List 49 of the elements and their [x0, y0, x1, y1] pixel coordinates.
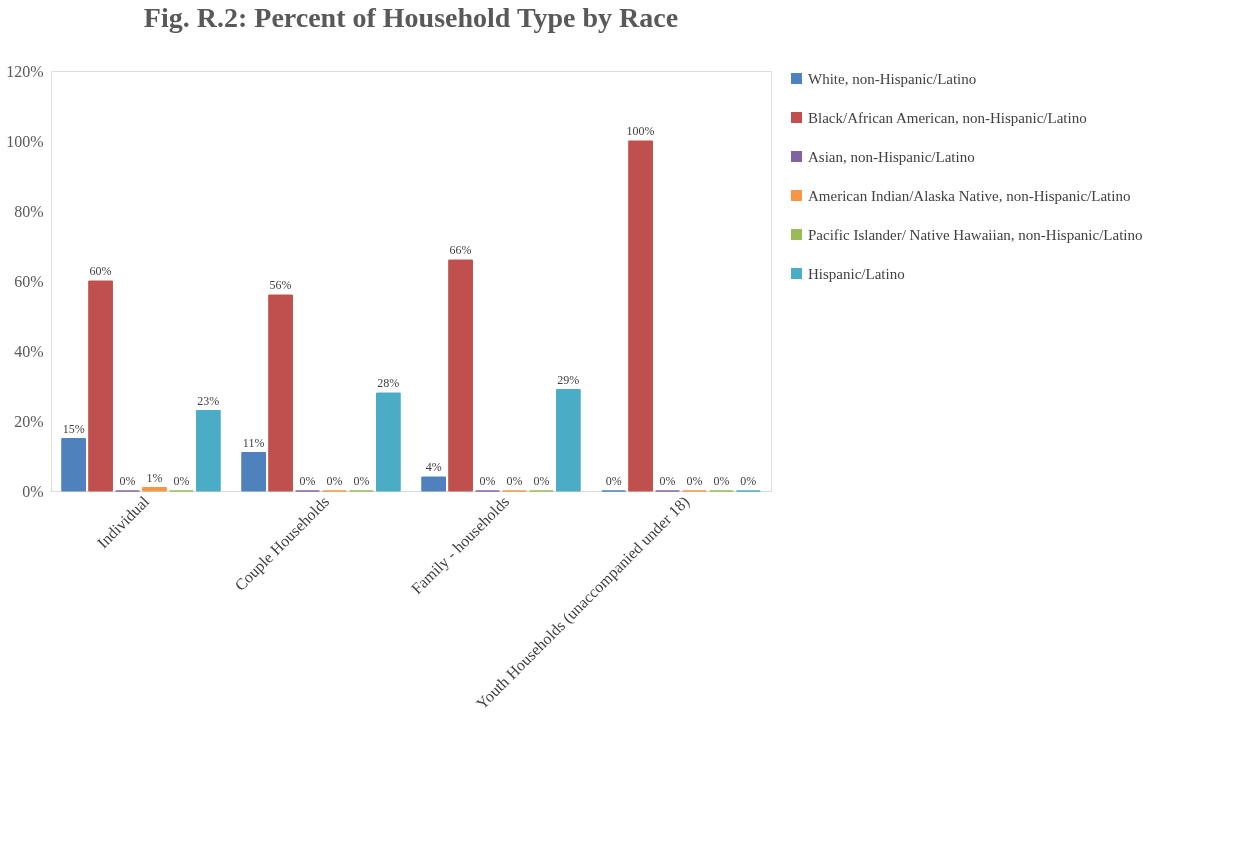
data-label: 100% [626, 124, 655, 138]
y-tick-label: 60% [14, 272, 44, 290]
data-label: 0% [506, 474, 523, 488]
data-label: 0% [713, 474, 730, 488]
data-label: 0% [299, 474, 316, 488]
bar [448, 259, 473, 492]
data-label: 0% [659, 474, 676, 488]
data-label: 0% [479, 474, 496, 488]
legend-label: Hispanic/Latino [808, 265, 905, 282]
data-label: 0% [686, 474, 703, 488]
data-label: 28% [377, 376, 400, 390]
data-label: 56% [269, 278, 292, 292]
bar [142, 487, 167, 492]
legend-label: American Indian/Alaska Native, non-Hispanic/Latino [808, 187, 1131, 204]
bar [555, 389, 581, 492]
bar [195, 410, 221, 492]
data-label: 0% [605, 474, 622, 488]
data-label: 0% [173, 474, 190, 488]
data-label: 60% [89, 264, 112, 278]
legend-label: Black/African American, non-Hispanic/Latino [808, 109, 1087, 126]
data-label: 15% [62, 421, 85, 436]
data-label: 0% [353, 474, 370, 488]
y-tick-label: 20% [14, 412, 44, 430]
y-tick-label: 0% [22, 482, 44, 500]
data-label: 29% [557, 372, 580, 387]
bar [628, 140, 653, 492]
y-tick-label: 100% [6, 132, 44, 150]
bar [61, 438, 87, 492]
legend-label: Asian, non-Hispanic/Latino [808, 148, 975, 165]
data-label: 0% [740, 474, 757, 488]
bar [241, 452, 267, 492]
legend-label: White, non-Hispanic/Latino [808, 70, 977, 87]
data-label: 11% [242, 435, 265, 450]
bar [88, 280, 113, 492]
chart-title: Fig. R.2: Percent of Household Type by Race [143, 2, 679, 33]
data-label: 66% [449, 243, 472, 257]
data-label: 1% [146, 470, 163, 485]
bar [375, 392, 401, 492]
data-label: 4% [425, 460, 442, 474]
y-tick-label: 80% [14, 202, 44, 220]
bar [268, 294, 293, 492]
data-label: 0% [119, 474, 136, 488]
data-label: 0% [326, 474, 343, 488]
data-label: 23% [197, 393, 220, 408]
legend-label: Pacific Islander/ Native Hawaiian, non-Hispanic/Latino [808, 226, 1143, 243]
bar [421, 476, 447, 492]
y-tick-label: 120% [6, 62, 44, 80]
data-label: 0% [533, 474, 550, 488]
y-tick-label: 40% [14, 342, 44, 360]
